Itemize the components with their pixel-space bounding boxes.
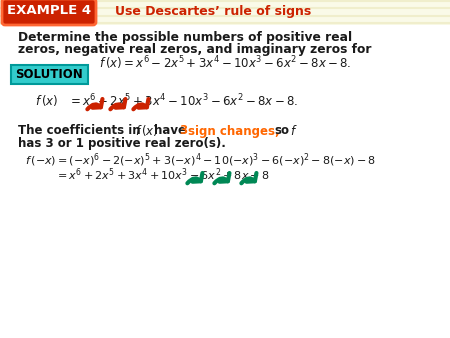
Text: $= x^6 + 2x^5 + 3x^4 + 10x^3 - 6x^2 + 8x - 8$: $= x^6 + 2x^5 + 3x^4 + 10x^3 - 6x^2 + 8x… [55, 167, 270, 183]
FancyArrowPatch shape [241, 173, 256, 183]
Text: $f\,(x)$: $f\,(x)$ [135, 123, 158, 139]
Text: Use Descartes’ rule of signs: Use Descartes’ rule of signs [115, 4, 311, 18]
Text: 3: 3 [179, 124, 187, 138]
FancyBboxPatch shape [11, 65, 88, 84]
Bar [0, 0, 450, 23]
Text: zeros, negative real zeros, and imaginary zeros for: zeros, negative real zeros, and imaginar… [18, 44, 372, 56]
FancyArrowPatch shape [187, 173, 202, 183]
Text: $= x^6 - 2x^5 + 3x^4 - 10x^3 - 6x^2 - 8x - 8.$: $= x^6 - 2x^5 + 3x^4 - 10x^3 - 6x^2 - 8x… [68, 93, 298, 109]
Text: have: have [154, 124, 186, 138]
FancyArrowPatch shape [110, 99, 126, 109]
Text: $f$: $f$ [290, 124, 297, 138]
Text: $f\,(x)$: $f\,(x)$ [35, 94, 58, 108]
FancyBboxPatch shape [2, 0, 96, 25]
Text: has 3 or 1 positive real zero(s).: has 3 or 1 positive real zero(s). [18, 137, 226, 149]
Text: $f\,(x) = x^6 - 2x^5 + 3x^4 - 10x^3 - 6x^2 - 8x - 8.$: $f\,(x) = x^6 - 2x^5 + 3x^4 - 10x^3 - 6x… [99, 54, 351, 72]
Text: so: so [274, 124, 289, 138]
Text: $f\,(-x) = (-x)^6 - 2(-x)^5 + 3(-x)^4 - 10(-x)^3 - 6(-x)^2 - 8(-x) - 8$: $f\,(-x) = (-x)^6 - 2(-x)^5 + 3(-x)^4 - … [25, 151, 376, 169]
Text: The coefficients in: The coefficients in [18, 124, 140, 138]
FancyArrowPatch shape [133, 99, 148, 109]
Text: SOLUTION: SOLUTION [16, 68, 83, 81]
FancyArrowPatch shape [214, 173, 230, 183]
Text: sign changes,: sign changes, [188, 124, 279, 138]
Text: Determine the possible numbers of positive real: Determine the possible numbers of positi… [18, 31, 352, 45]
Text: EXAMPLE 4: EXAMPLE 4 [7, 4, 91, 18]
FancyArrowPatch shape [87, 99, 103, 109]
